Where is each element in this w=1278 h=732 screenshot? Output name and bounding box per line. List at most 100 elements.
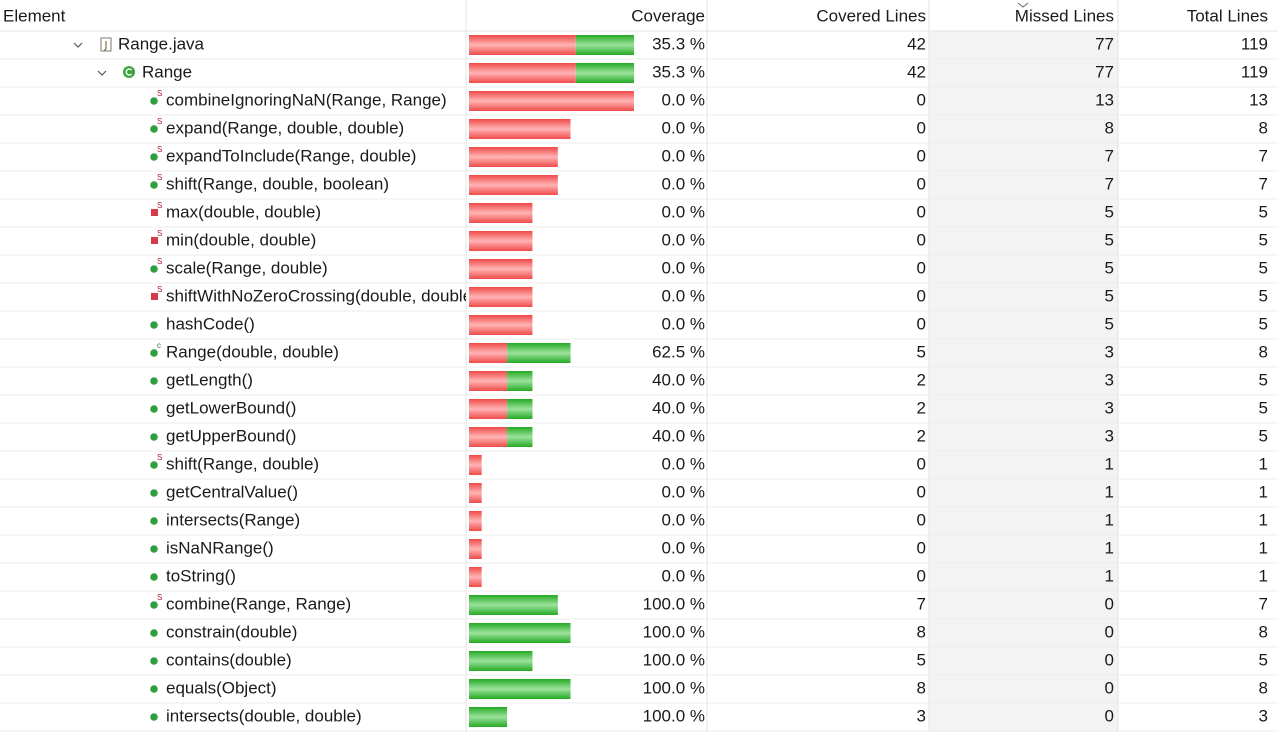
covered-lines: 8: [917, 678, 926, 697]
total-lines: 1: [1259, 566, 1268, 585]
missed-bar: [469, 147, 558, 167]
element-name[interactable]: getLength(): [166, 370, 253, 389]
element-name[interactable]: expandToInclude(Range, double): [166, 146, 416, 165]
element-name[interactable]: combineIgnoringNaN(Range, Range): [166, 90, 447, 109]
total-lines: 1: [1259, 482, 1268, 501]
element-name[interactable]: shift(Range, double, boolean): [166, 174, 389, 193]
method-icon: [150, 97, 158, 105]
covered-bar: [575, 35, 634, 55]
element-name[interactable]: isNaNRange(): [166, 538, 274, 557]
element-name[interactable]: getCentralValue(): [166, 482, 298, 501]
element-name[interactable]: expand(Range, double, double): [166, 118, 404, 137]
element-name[interactable]: min(double, double): [166, 230, 316, 249]
element-name[interactable]: constrain(double): [166, 622, 297, 641]
column-header[interactable]: Element: [3, 6, 66, 25]
element-name[interactable]: Range.java: [118, 34, 205, 53]
element-name[interactable]: getLowerBound(): [166, 398, 296, 417]
element-name[interactable]: shift(Range, double): [166, 454, 319, 473]
total-lines: 7: [1259, 594, 1268, 613]
missed-bar: [469, 483, 482, 503]
coverage: 35.3 %: [652, 34, 705, 53]
missed-lines: 5: [1105, 258, 1114, 277]
total-lines: 8: [1259, 678, 1268, 697]
missed-bar: [469, 91, 634, 111]
coverage: 0.0 %: [662, 258, 705, 277]
coverage: 0.0 %: [662, 482, 705, 501]
element-name[interactable]: shiftWithNoZeroCrossing(double, double): [166, 286, 478, 305]
total-lines: 13: [1249, 90, 1268, 109]
missed-lines: 3: [1105, 370, 1114, 389]
covered-bar: [469, 595, 558, 615]
covered-lines: 2: [917, 398, 926, 417]
total-lines: 5: [1259, 314, 1268, 333]
total-lines: 119: [1241, 34, 1268, 53]
covered-lines: 0: [917, 230, 926, 249]
coverage: 40.0 %: [652, 398, 705, 417]
element-name[interactable]: scale(Range, double): [166, 258, 328, 277]
total-lines: 7: [1259, 174, 1268, 193]
method-icon: [150, 321, 158, 329]
missed-lines: 3: [1105, 426, 1114, 445]
element-name[interactable]: hashCode(): [166, 314, 255, 333]
covered-bar: [507, 399, 533, 419]
covered-lines: 0: [917, 286, 926, 305]
covered-lines: 0: [917, 566, 926, 585]
covered-bar: [469, 707, 508, 727]
coverage: 0.0 %: [662, 202, 705, 221]
total-lines: 5: [1259, 398, 1268, 417]
element-name[interactable]: Range(double, double): [166, 342, 339, 361]
missed-lines: 5: [1105, 314, 1114, 333]
method-icon: [151, 293, 158, 300]
covered-bar: [507, 371, 533, 391]
expand-chevron[interactable]: [73, 42, 83, 48]
covered-lines: 2: [917, 426, 926, 445]
covered-lines: 2: [917, 370, 926, 389]
total-lines: 5: [1259, 258, 1268, 277]
expand-chevron[interactable]: [97, 70, 107, 76]
element-name[interactable]: combine(Range, Range): [166, 594, 351, 613]
missed-lines: 77: [1095, 34, 1114, 53]
element-name[interactable]: Range: [142, 62, 192, 81]
total-lines: 5: [1259, 650, 1268, 669]
covered-lines: 0: [917, 482, 926, 501]
covered-bar: [469, 623, 571, 643]
element-name[interactable]: intersects(Range): [166, 510, 300, 529]
element-name[interactable]: equals(Object): [166, 678, 277, 697]
method-icon: [150, 489, 158, 497]
static-marker: S: [157, 201, 162, 210]
element-name[interactable]: max(double, double): [166, 202, 321, 221]
method-icon: [150, 405, 158, 413]
covered-lines: 42: [907, 62, 926, 81]
covered-lines: 0: [917, 258, 926, 277]
total-lines: 1: [1259, 538, 1268, 557]
missed-bar: [469, 427, 508, 447]
method-icon: [150, 349, 158, 357]
column-header[interactable]: Missed Lines: [1015, 6, 1114, 25]
missed-lines: 1: [1105, 482, 1114, 501]
element-name[interactable]: toString(): [166, 566, 236, 585]
missed-bar: [469, 259, 533, 279]
coverage: 40.0 %: [652, 370, 705, 389]
missed-bar: [469, 455, 482, 475]
column-header[interactable]: Covered Lines: [816, 6, 926, 25]
method-icon: [150, 377, 158, 385]
coverage: 100.0 %: [643, 678, 705, 697]
ctor-marker: c: [157, 341, 161, 350]
element-name[interactable]: getUpperBound(): [166, 426, 296, 445]
class-icon-mark: [125, 68, 133, 76]
element-name[interactable]: intersects(double, double): [166, 706, 362, 725]
column-header[interactable]: Coverage: [631, 6, 705, 25]
total-lines: 8: [1259, 622, 1268, 641]
covered-lines: 42: [907, 34, 926, 53]
missed-lines: 5: [1105, 286, 1114, 305]
column-header[interactable]: Total Lines: [1187, 6, 1268, 25]
coverage: 0.0 %: [662, 146, 705, 165]
method-icon: [150, 461, 158, 469]
total-lines: 3: [1259, 706, 1268, 725]
coverage: 62.5 %: [652, 342, 705, 361]
coverage: 100.0 %: [643, 650, 705, 669]
coverage: 35.3 %: [652, 62, 705, 81]
missed-lines: 1: [1105, 510, 1114, 529]
missed-bar: [469, 343, 508, 363]
element-name[interactable]: contains(double): [166, 650, 292, 669]
